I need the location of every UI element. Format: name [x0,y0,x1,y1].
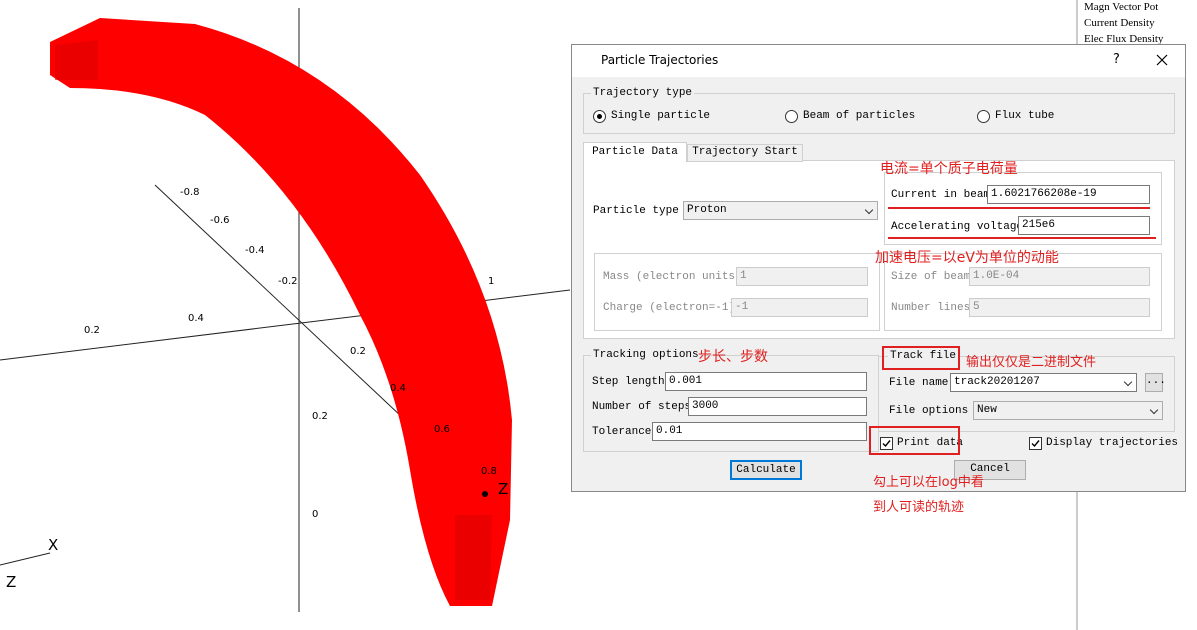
checkbox-label: Print data [897,437,964,449]
label: Current in beam [891,189,991,201]
annotation: 勾上可以在log中看 [873,475,984,490]
panel-item[interactable]: Elec Flux Density [1084,33,1164,45]
panel-item[interactable]: Magn Vector Pot [1084,1,1159,13]
title-bar [572,45,1185,77]
label: Accelerating voltage [891,221,1024,233]
label: File options [889,405,969,417]
red-underline [888,237,1156,239]
annotation: 输出仅仅是二进制文件 [966,355,1097,370]
help-button[interactable]: ? [1113,52,1120,67]
input[interactable]: 0.001 [665,372,867,391]
annotation: 到人可读的轨迹 [873,500,965,515]
dialog-title: Particle Trajectories [601,53,719,67]
label: Number of steps [592,401,692,413]
axis-label: 0.8 [481,466,497,477]
group [884,172,1162,245]
radio[interactable] [593,110,606,123]
axis-label: 1 [488,276,495,287]
checkbox[interactable] [880,437,893,450]
annotation: 电流=单个质子电荷量 [880,161,1018,177]
axis-label: 0.2 [84,325,100,336]
axis-label: Z [6,573,17,591]
axis-label: X [48,536,59,554]
group-label: Track file [888,350,959,363]
group [583,93,1175,134]
label: File name [889,377,949,389]
radio[interactable] [977,110,990,123]
select[interactable]: Proton [683,201,878,220]
annotation: 步长、步数 [698,349,768,365]
axis-label: 0.6 [434,424,450,435]
radio-label: Single particle [611,110,711,122]
select[interactable]: New [973,401,1163,420]
group [594,253,880,331]
radio-label: Beam of particles [803,110,916,122]
input: 5 [969,298,1150,317]
axis [0,552,51,566]
axis-label: 0.2 [312,411,328,422]
input: 1 [736,267,868,286]
group [878,356,1175,432]
group-label: Trajectory type [591,87,695,100]
label: Step length [592,376,665,388]
checkbox-label: Display trajectories [1046,437,1179,449]
axis-label: 0.2 [350,346,366,357]
input[interactable]: 3000 [688,397,867,416]
axis-label: 0 [312,509,319,520]
label: Charge (electron=-1) [603,302,736,314]
axis-label: -0.4 [245,245,265,256]
label: Tolerance [592,426,652,438]
radio[interactable] [785,110,798,123]
axis-label: 0.4 [390,383,406,394]
particle-tube [50,18,512,606]
input[interactable]: 1.6021766208e-19 [987,185,1150,204]
axis-end [482,491,488,497]
label: Size of beam [891,271,971,283]
close-button[interactable] [1156,54,1168,66]
calculate-button[interactable]: Calculate [730,460,802,480]
browse-button[interactable]: ... [1145,373,1166,392]
group-label: Tracking options [591,349,701,362]
label: Mass (electron units) [603,271,742,283]
red-box [869,426,960,455]
combo[interactable]: track20201207 [950,373,1137,392]
input: 1.0E-04 [969,267,1150,286]
input[interactable]: 0.01 [652,422,867,441]
red-box [882,346,960,370]
axis-label: -0.8 [180,187,200,198]
axis-label: 0.4 [188,313,204,324]
panel-item[interactable]: Current Density [1084,17,1155,29]
input: -1 [731,298,868,317]
input[interactable]: 215e6 [1018,216,1150,235]
red-underline [888,207,1150,209]
checkbox[interactable] [1029,437,1042,450]
axis-label: -0.2 [278,276,298,287]
annotation: 加速电压=以eV为单位的动能 [875,250,1059,266]
tab[interactable]: Particle Data [583,142,687,162]
axis-label: -0.6 [210,215,230,226]
tab[interactable]: Trajectory Start [687,144,803,162]
cancel-button[interactable]: Cancel [954,460,1026,480]
radio-label: Flux tube [995,110,1055,122]
label: Particle type [593,205,679,217]
group [884,253,1162,331]
axis-label: Z [498,480,509,498]
label: Number lines [891,302,971,314]
